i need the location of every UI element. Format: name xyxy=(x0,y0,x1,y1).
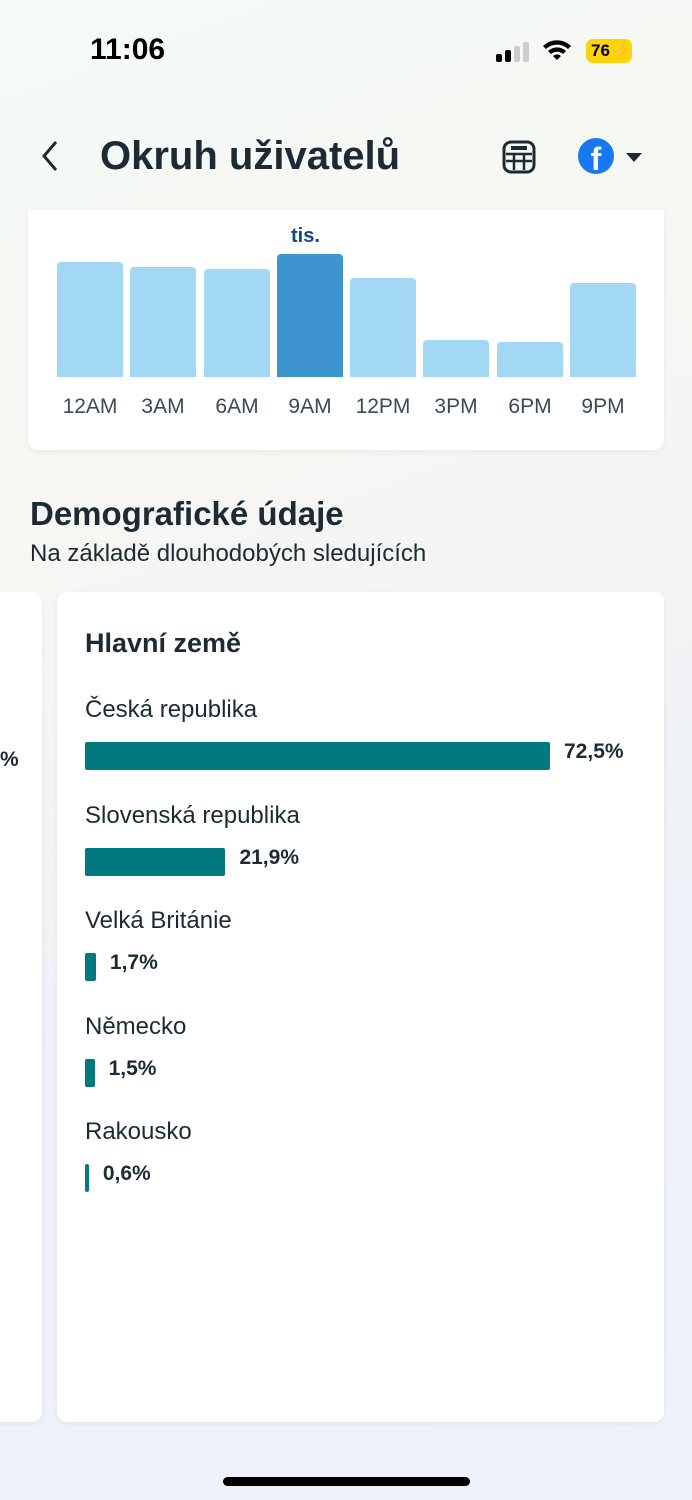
country-share-value: 1,5% xyxy=(108,1056,157,1080)
account-dropdown-caret-icon[interactable] xyxy=(626,153,642,162)
home-indicator[interactable] xyxy=(223,1477,470,1486)
x-tick-label: 9PM xyxy=(581,395,625,418)
page-title: Okruh uživatelů xyxy=(100,134,401,178)
country-name: Německo xyxy=(85,1012,187,1040)
hour-bar-12AM[interactable] xyxy=(57,262,123,377)
x-tick-label: 3AM xyxy=(141,395,185,418)
x-tick-label: 9AM xyxy=(288,395,332,418)
country-row: Česká republika 72,5% xyxy=(85,696,645,786)
country-share-value: 72,5% xyxy=(564,740,624,763)
country-share-value: 21,9% xyxy=(239,845,299,869)
country-row: Slovenská republika 21,9% xyxy=(85,802,645,892)
country-name: Slovenská republika xyxy=(85,801,300,829)
x-tick-label: 3PM xyxy=(434,395,478,418)
top-countries-card[interactable]: Hlavní země Česká republika 72,5% Slovens… xyxy=(57,592,664,1422)
country-share-bar xyxy=(85,847,226,876)
status-time: 11:06 xyxy=(90,33,166,66)
back-chevron-icon[interactable] xyxy=(38,138,64,174)
previous-demographic-card[interactable] xyxy=(0,592,42,1422)
section-title: Demografické údaje xyxy=(30,495,344,532)
card-title: Hlavní země xyxy=(85,628,242,658)
previous-card-partial-value: % xyxy=(0,748,19,771)
country-name: Velká Británie xyxy=(85,907,232,934)
country-share-value: 1,7% xyxy=(109,951,158,974)
country-share-value: 0,6% xyxy=(102,1162,151,1185)
hour-bar-3PM[interactable] xyxy=(423,340,489,377)
hour-bar-3AM[interactable] xyxy=(130,267,196,377)
hour-bar-9AM[interactable] xyxy=(277,254,343,377)
hour-bar-12PM[interactable] xyxy=(350,278,416,377)
country-name: Česká republika xyxy=(85,696,258,723)
x-tick-label: 6PM xyxy=(508,395,552,418)
cellular-signal-icon xyxy=(496,42,529,62)
status-bar: 11:06 76⚡ xyxy=(0,0,692,100)
section-subtitle: Na základě dlouhodobých sledujících xyxy=(30,540,427,567)
hour-bar-6AM[interactable] xyxy=(204,269,270,377)
facebook-account-icon[interactable]: f xyxy=(578,138,614,174)
hour-bar-9PM[interactable] xyxy=(570,283,636,377)
country-share-bar xyxy=(85,742,550,770)
country-share-bar xyxy=(85,953,96,981)
hour-bar-6PM[interactable] xyxy=(497,342,563,377)
country-row: Rakousko 0,6% xyxy=(85,1118,645,1208)
x-tick-label: 12AM xyxy=(62,395,118,418)
country-row: Velká Británie 1,7% xyxy=(85,907,645,997)
highlight-value-label: tis. xyxy=(291,225,320,247)
top-nav: Okruh uživatelů f xyxy=(0,120,692,200)
wifi-icon xyxy=(543,40,571,60)
x-tick-label: 6AM xyxy=(215,395,259,418)
country-name: Rakousko xyxy=(85,1118,192,1145)
country-row: Německo 1,5% xyxy=(85,1013,645,1103)
battery-indicator: 76⚡ xyxy=(586,39,632,63)
country-share-bar xyxy=(85,1058,95,1087)
x-tick-label: 12PM xyxy=(355,395,411,418)
country-share-bar xyxy=(85,1164,89,1192)
table-view-icon[interactable] xyxy=(502,140,536,174)
